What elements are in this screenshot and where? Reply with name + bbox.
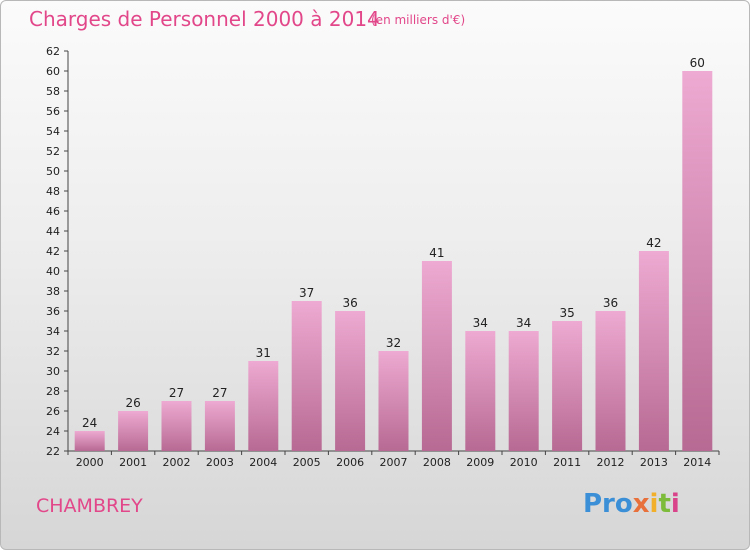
bar-2013 (638, 251, 669, 451)
y-tick-label: 52 (46, 145, 60, 158)
value-label-2006: 36 (342, 296, 357, 310)
value-label-2008: 41 (429, 246, 444, 260)
bar-2009 (465, 331, 496, 451)
bar-2006 (335, 311, 366, 451)
bar-2012 (595, 311, 626, 451)
y-tick-label: 22 (46, 445, 60, 458)
value-label-2002: 27 (169, 386, 184, 400)
value-label-2014: 60 (690, 56, 705, 70)
x-tick-label-2003: 2003 (206, 456, 234, 469)
y-tick-label: 36 (46, 305, 60, 318)
bar-2005 (291, 301, 322, 451)
logo-part: Pro (583, 489, 633, 519)
x-tick-label-2006: 2006 (336, 456, 364, 469)
x-tick-label-2012: 2012 (597, 456, 625, 469)
x-tick-label-2001: 2001 (119, 456, 147, 469)
y-tick-label: 48 (46, 185, 60, 198)
value-label-2005: 37 (299, 286, 314, 300)
y-tick-label: 30 (46, 365, 60, 378)
y-tick-label: 32 (46, 345, 60, 358)
chart-title: Charges de Personnel 2000 à 2014 (29, 7, 380, 31)
bar-2002 (161, 401, 192, 451)
value-label-2003: 27 (212, 386, 227, 400)
x-tick-label-2005: 2005 (293, 456, 321, 469)
bar-2011 (552, 321, 583, 451)
y-tick-label: 44 (46, 225, 60, 238)
value-label-2012: 36 (603, 296, 618, 310)
value-label-2010: 34 (516, 316, 531, 330)
bar-2014 (682, 71, 713, 451)
x-tick-label-2008: 2008 (423, 456, 451, 469)
y-tick-label: 28 (46, 385, 60, 398)
logo-part: x (632, 489, 650, 519)
commune-name: CHAMBREY (36, 495, 143, 517)
x-tick-label-2009: 2009 (466, 456, 494, 469)
value-label-2001: 26 (125, 396, 140, 410)
value-label-2000: 24 (82, 416, 97, 430)
x-tick-label-2010: 2010 (510, 456, 538, 469)
value-label-2013: 42 (646, 236, 661, 250)
x-tick-label-2011: 2011 (553, 456, 581, 469)
y-tick-label: 40 (46, 265, 60, 278)
logo-part: i (670, 489, 680, 519)
bar-2001 (118, 411, 149, 451)
x-tick-label-2013: 2013 (640, 456, 668, 469)
x-tick-label-2002: 2002 (163, 456, 191, 469)
y-tick-label: 46 (46, 205, 60, 218)
value-label-2004: 31 (256, 346, 271, 360)
chart-unit-label: (en milliers d'€) (371, 13, 466, 27)
y-tick-label: 62 (46, 45, 60, 58)
value-label-2007: 32 (386, 336, 401, 350)
y-tick-label: 26 (46, 405, 60, 418)
y-tick-label: 24 (46, 425, 60, 438)
bar-2004 (248, 361, 279, 451)
y-tick-label: 60 (46, 65, 60, 78)
x-tick-label-2000: 2000 (76, 456, 104, 469)
y-tick-label: 56 (46, 105, 60, 118)
bar-2008 (421, 261, 452, 451)
y-tick-label: 38 (46, 285, 60, 298)
bar-2010 (508, 331, 539, 451)
y-tick-label: 58 (46, 85, 60, 98)
bar-2000 (74, 431, 105, 451)
y-tick-label: 42 (46, 245, 60, 258)
x-tick-label-2004: 2004 (249, 456, 277, 469)
proxiti-logo: Proxiti (583, 489, 680, 519)
x-tick-label-2007: 2007 (380, 456, 408, 469)
value-label-2009: 34 (473, 316, 488, 330)
value-label-2011: 35 (559, 306, 574, 320)
logo-part: i (649, 489, 659, 519)
logo-part: t (658, 489, 671, 519)
x-tick-label-2014: 2014 (683, 456, 711, 469)
y-tick-label: 34 (46, 325, 60, 338)
y-tick-label: 54 (46, 125, 60, 138)
bar-2003 (204, 401, 235, 451)
bar-2007 (378, 351, 409, 451)
y-tick-label: 50 (46, 165, 60, 178)
